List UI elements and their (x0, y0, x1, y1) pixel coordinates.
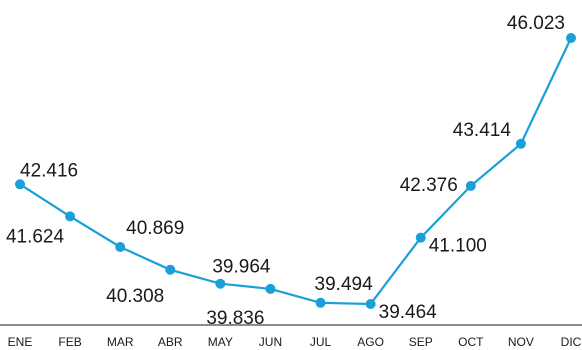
data-point (465, 180, 476, 191)
data-label: 40.308 (106, 286, 164, 307)
x-tick-label: ENE (8, 335, 33, 349)
data-label: 41.100 (429, 236, 487, 257)
data-point (566, 33, 576, 43)
data-label: 41.624 (6, 226, 65, 247)
series-line (19, 37, 572, 306)
data-point (415, 232, 426, 243)
data-point (265, 283, 276, 294)
data-point (215, 278, 226, 289)
x-tick-label: DIC (561, 335, 582, 349)
data-point (165, 264, 176, 275)
data-points (15, 33, 576, 309)
x-tick-label: NOV (508, 335, 534, 349)
data-point (315, 297, 326, 308)
x-tick-label: JUN (259, 335, 282, 349)
data-label: 39.836 (206, 308, 264, 329)
data-point (65, 211, 76, 222)
data-label: 39.494 (315, 274, 374, 295)
data-label: 46.023 (507, 13, 565, 34)
x-tick-label: MAY (208, 335, 233, 349)
x-tick-label: FEB (58, 335, 81, 349)
data-point (115, 242, 126, 253)
data-point (15, 179, 25, 190)
data-label: 40.869 (126, 218, 184, 239)
data-label: 42.376 (400, 175, 458, 196)
data-point (365, 299, 376, 309)
data-label: 39.964 (212, 257, 271, 278)
data-label: 43.414 (453, 120, 512, 141)
x-tick-label: OCT (458, 335, 484, 349)
x-tick-label: MAR (107, 335, 134, 349)
x-tick-label: ABR (158, 335, 183, 349)
x-tick-label: AGO (357, 335, 384, 349)
x-tick-label: SEP (409, 335, 433, 349)
data-labels: 42.416 41.624 40.869 40.308 39.964 39.836 39.4… (6, 13, 565, 329)
x-axis-tick-labels: ENE FEB MAR ABR MAY JUN JUL AGO SEP OCT NOV DIC (8, 335, 582, 349)
data-point (515, 138, 526, 149)
data-label: 42.416 (20, 160, 78, 181)
data-label: 39.464 (379, 302, 438, 323)
x-tick-label: JUL (310, 335, 332, 349)
